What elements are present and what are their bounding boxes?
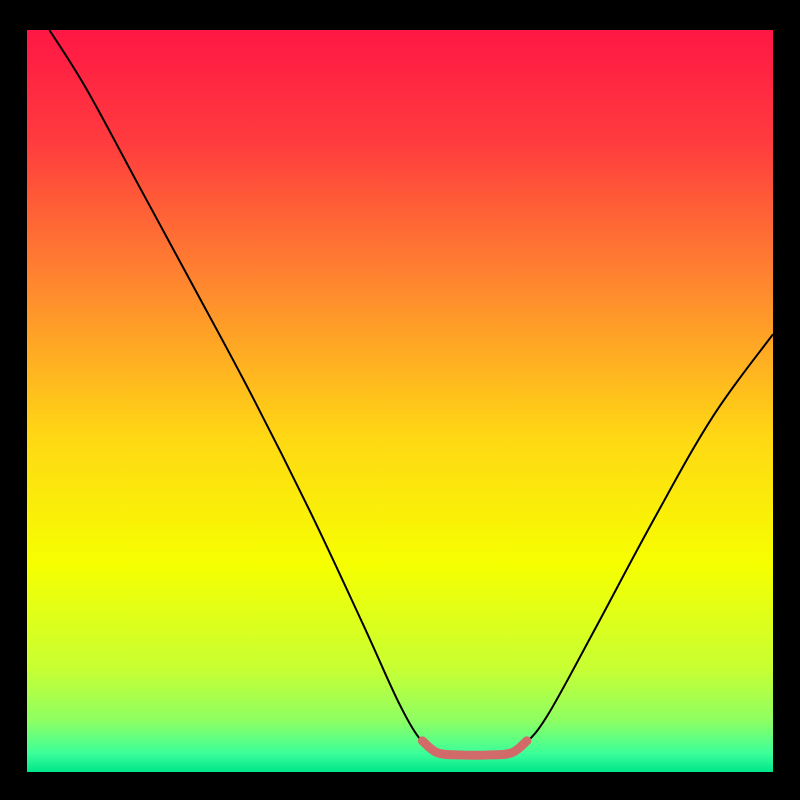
frame-top (0, 0, 800, 30)
chart-plot-area (27, 30, 773, 772)
chart-background (27, 30, 773, 772)
frame-left (0, 0, 27, 800)
frame-right (773, 0, 800, 800)
chart-svg (27, 30, 773, 772)
frame-bottom (0, 772, 800, 800)
